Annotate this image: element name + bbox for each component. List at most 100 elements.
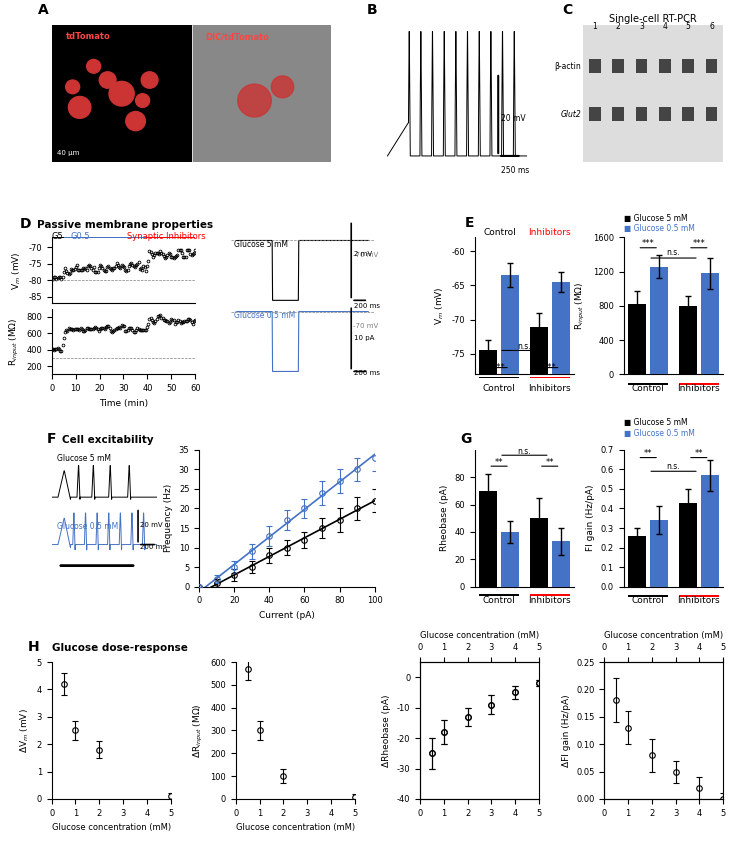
Bar: [52, 237, 63, 238]
Bar: [479, 351, 497, 374]
Bar: [530, 326, 548, 374]
Bar: [659, 108, 671, 121]
Text: ■ Glucose 0.5 mM: ■ Glucose 0.5 mM: [624, 224, 694, 233]
Bar: [551, 282, 570, 374]
Text: 2: 2: [616, 22, 621, 30]
Text: Inhibitors: Inhibitors: [528, 228, 570, 237]
Bar: [636, 108, 647, 121]
Text: Glucose 5 mM: Glucose 5 mM: [234, 241, 288, 250]
Y-axis label: Frequency (Hz): Frequency (Hz): [165, 484, 173, 553]
Text: Cell excitability: Cell excitability: [62, 435, 154, 445]
X-axis label: Current (pA): Current (pA): [259, 611, 315, 620]
Bar: [628, 383, 668, 384]
Bar: [636, 60, 647, 73]
Bar: [589, 60, 601, 73]
Y-axis label: Rheobase (pA): Rheobase (pA): [440, 485, 449, 552]
Text: ■ Glucose 5 mM: ■ Glucose 5 mM: [624, 214, 688, 223]
Text: 20 mV: 20 mV: [500, 114, 525, 123]
Text: Control: Control: [483, 228, 516, 237]
X-axis label: Glucose concentration (mM): Glucose concentration (mM): [235, 823, 355, 833]
Circle shape: [238, 84, 272, 117]
Text: 250 ms: 250 ms: [500, 167, 529, 175]
Text: n.s.: n.s.: [517, 342, 531, 351]
Bar: [706, 60, 717, 73]
Bar: [659, 60, 671, 73]
X-axis label: Glucose concentration (mM): Glucose concentration (mM): [604, 631, 723, 640]
Text: 10 pA: 10 pA: [354, 336, 374, 341]
Text: E: E: [465, 215, 475, 230]
Bar: [679, 383, 719, 384]
Text: ***: ***: [543, 362, 556, 372]
Bar: [650, 521, 668, 587]
Text: tdTomato: tdTomato: [66, 32, 111, 41]
Text: G: G: [460, 432, 471, 446]
Text: 20 mV: 20 mV: [140, 521, 163, 527]
Text: -70 mV: -70 mV: [354, 323, 379, 330]
Text: n.s.: n.s.: [666, 247, 680, 257]
Text: **: **: [545, 458, 554, 467]
Text: **: **: [644, 448, 652, 458]
Text: ***: ***: [642, 239, 655, 248]
Text: ***: ***: [692, 239, 706, 248]
Circle shape: [136, 93, 150, 108]
Bar: [148, 237, 196, 238]
Text: **: **: [495, 458, 503, 467]
Bar: [501, 532, 519, 587]
Text: C: C: [562, 3, 573, 18]
Bar: [679, 595, 719, 597]
Text: ■ Glucose 5 mM: ■ Glucose 5 mM: [624, 418, 688, 427]
Bar: [479, 595, 519, 596]
Text: F: F: [46, 432, 56, 446]
Bar: [628, 304, 646, 374]
Text: 200 ms: 200 ms: [140, 544, 166, 550]
Circle shape: [86, 60, 100, 73]
Bar: [530, 595, 570, 596]
Bar: [192, 25, 331, 162]
Circle shape: [272, 76, 294, 98]
Bar: [613, 60, 624, 73]
Text: G0.5: G0.5: [71, 232, 90, 241]
Bar: [679, 503, 697, 587]
Y-axis label: R$_{input}$ (MΩ): R$_{input}$ (MΩ): [7, 317, 21, 366]
Bar: [650, 267, 668, 374]
Text: B: B: [367, 3, 377, 18]
Text: DIC/tdTomato: DIC/tdTomato: [206, 32, 269, 41]
Y-axis label: ΔRheobase (pA): ΔRheobase (pA): [382, 694, 391, 767]
Circle shape: [99, 71, 116, 88]
Y-axis label: FI gain (Hz/pA): FI gain (Hz/pA): [586, 485, 596, 552]
Bar: [628, 536, 646, 587]
Text: Passive membrane properties: Passive membrane properties: [38, 220, 213, 230]
Text: n.s.: n.s.: [666, 463, 680, 471]
Text: Glucose dose-response: Glucose dose-response: [52, 643, 187, 653]
Circle shape: [66, 80, 80, 93]
Bar: [683, 60, 694, 73]
Bar: [63, 237, 148, 238]
Bar: [479, 377, 519, 378]
Text: Glut2: Glut2: [560, 109, 581, 119]
Text: D: D: [20, 217, 32, 230]
Text: Glucose 5 mM: Glucose 5 mM: [57, 453, 111, 463]
Bar: [706, 108, 717, 121]
Text: 6: 6: [709, 22, 714, 30]
Text: 40 μm: 40 μm: [58, 151, 80, 156]
Bar: [679, 306, 697, 374]
Text: β-actin: β-actin: [554, 61, 581, 71]
Text: n.s.: n.s.: [517, 447, 531, 456]
Y-axis label: ΔFI gain (Hz/pA): ΔFI gain (Hz/pA): [562, 694, 570, 767]
Text: Glucose 0.5 mM: Glucose 0.5 mM: [57, 522, 118, 532]
Circle shape: [125, 112, 145, 130]
Text: 4: 4: [663, 22, 667, 30]
Y-axis label: R$_{input}$ (MΩ): R$_{input}$ (MΩ): [574, 282, 587, 331]
Bar: [530, 518, 548, 587]
Text: H: H: [28, 640, 40, 654]
Bar: [700, 475, 719, 587]
Text: ***: ***: [493, 362, 506, 372]
Text: A: A: [38, 3, 49, 18]
Bar: [628, 595, 668, 597]
Circle shape: [69, 97, 91, 119]
Title: Single-cell RT-PCR: Single-cell RT-PCR: [610, 14, 697, 24]
X-axis label: Time (min): Time (min): [99, 399, 148, 408]
Text: **: **: [694, 448, 703, 458]
X-axis label: Glucose concentration (mM): Glucose concentration (mM): [420, 631, 539, 640]
Bar: [501, 275, 519, 374]
